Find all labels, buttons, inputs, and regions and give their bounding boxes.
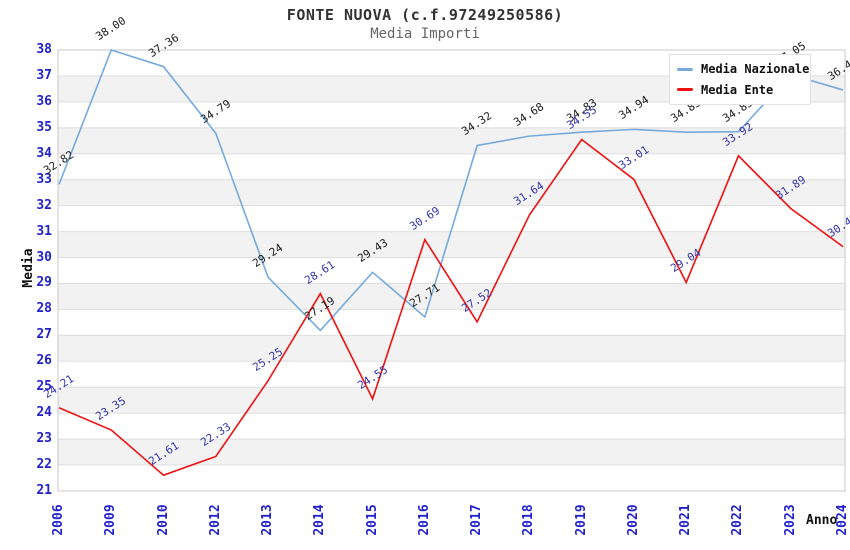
y-tick-label: 30 (36, 249, 52, 265)
x-tick-label: 2010 (155, 504, 171, 536)
x-tick-label: 2021 (678, 504, 694, 536)
legend-label-media-nazionale: Media Nazionale (701, 62, 810, 77)
x-tick-label: 2012 (207, 504, 223, 536)
legend: Media Nazionale Media Ente (669, 54, 811, 105)
grid-band (58, 387, 845, 414)
y-tick-label: 35 (36, 119, 52, 135)
y-tick-label: 38 (36, 42, 52, 57)
y-tick-label: 26 (36, 353, 52, 369)
plot-frame (57, 49, 846, 492)
y-tick-label: 37 (36, 67, 52, 83)
y-tick-label: 31 (36, 223, 52, 239)
grid-band (58, 231, 845, 258)
x-tick-label: 2022 (730, 504, 746, 536)
legend-swatch-red-line-icon (677, 88, 693, 92)
grid-band (58, 439, 845, 466)
y-tick-label: 29 (36, 275, 52, 291)
y-tick-label: 28 (36, 301, 52, 317)
y-tick-label: 36 (36, 93, 52, 109)
chart-title: FONTE NUOVA (c.f.97249250586) (286, 6, 564, 24)
series-line-media-nazionale (58, 49, 844, 332)
x-tick-label: 2016 (416, 504, 432, 536)
x-tick-label: 2024 (835, 504, 850, 536)
x-tick-label: 2009 (103, 504, 119, 536)
y-tick-label: 24 (36, 405, 52, 421)
grid-band (58, 335, 845, 362)
x-tick-label: 2017 (469, 504, 485, 536)
y-tick-label: 22 (36, 457, 52, 473)
y-tick-label: 27 (36, 327, 52, 343)
legend-item-media-ente: Media Ente (677, 83, 808, 97)
y-tick-label: 32 (36, 197, 52, 213)
grid-band (58, 179, 845, 206)
y-tick-label: 23 (36, 431, 52, 447)
grid-band (58, 283, 845, 310)
chart-subtitle: Media Importi (370, 26, 480, 42)
y-tick-label: 34 (36, 145, 52, 161)
x-axis-title: Anno (806, 513, 838, 528)
legend-item-media-nazionale: Media Nazionale (677, 62, 810, 77)
legend-swatch-blue-line-icon (677, 67, 693, 71)
x-tick-label: 2020 (625, 504, 641, 536)
x-tick-label: 2018 (521, 504, 537, 536)
x-tick-label: 2013 (260, 504, 276, 536)
x-tick-label: 2006 (51, 504, 66, 536)
legend-label-media-ente: Media Ente (701, 82, 774, 97)
y-tick-label: 21 (36, 483, 52, 498)
series-line-media-ente (58, 138, 844, 477)
x-tick-label: 2015 (364, 504, 380, 536)
x-tick-label: 2019 (573, 504, 589, 536)
y-tick-label: 33 (36, 171, 52, 187)
x-tick-label: 2023 (782, 504, 798, 536)
y-tick-label: 25 (36, 379, 52, 395)
x-tick-label: 2014 (312, 504, 328, 536)
